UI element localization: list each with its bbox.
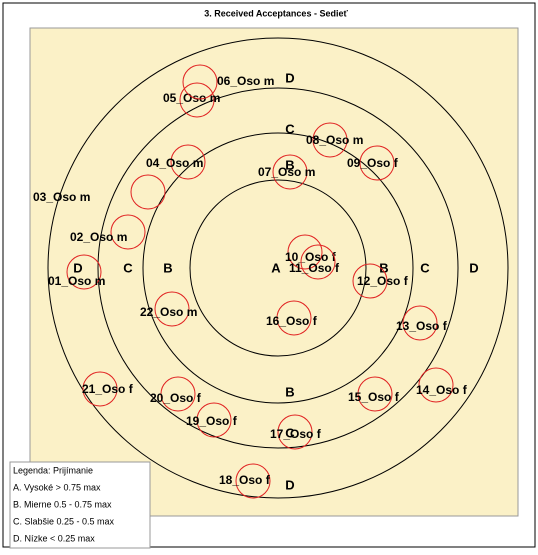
node-label: 04_Oso m (146, 156, 203, 170)
node-label: 06_Oso m (217, 74, 274, 88)
node: 12_Oso f (352, 263, 409, 299)
node-circle (300, 244, 336, 280)
ring (142, 132, 414, 404)
node-circle (196, 402, 232, 438)
zone-label: B (285, 157, 294, 172)
node-circle (82, 371, 118, 407)
node: 19_Oso f (186, 402, 238, 438)
node: 13_Oso f (396, 305, 448, 341)
ring (189, 179, 367, 357)
node: 22_Oso m (140, 291, 197, 327)
title: 3. Received Acceptances - Sedieť (204, 8, 348, 18)
node-label: 10_Oso f (285, 250, 337, 264)
zone-label: C (285, 425, 295, 440)
node: 06_Oso m (182, 64, 274, 100)
node: 10_Oso f (285, 234, 337, 270)
zone-label: D (469, 260, 478, 275)
node: 02_Oso m (70, 214, 146, 250)
node: 14_Oso f (416, 367, 468, 403)
node-circle (272, 154, 308, 190)
node-label: 15_Oso f (348, 390, 400, 404)
zone-labels: A B B B B C C C C D D D D (73, 70, 478, 492)
zone-label: D (285, 477, 294, 492)
node: 18_Oso f (219, 463, 271, 499)
zone-label: B (163, 260, 172, 275)
node: 01_Oso m (48, 254, 105, 290)
node-circle (352, 263, 388, 299)
node-circle (418, 367, 454, 403)
nodes: 01_Oso m 02_Oso m 03_Oso m 04_Oso m 05_Oso m… (33, 64, 468, 499)
node-label: 05_Oso m (163, 91, 220, 105)
zone-label: A (271, 260, 281, 275)
zone-label: C (420, 260, 430, 275)
node-label: 22_Oso m (140, 305, 197, 319)
node: 05_Oso m (163, 82, 220, 118)
node-label: 01_Oso m (48, 274, 105, 288)
ring (97, 87, 459, 449)
node-label: 03_Oso m (33, 190, 90, 204)
node: 07_Oso m (258, 154, 315, 190)
legend-item: C. Slabšie 0.25 - 0.5 max (13, 516, 115, 526)
node-circle (359, 145, 395, 181)
node-label: 16_Oso f (266, 314, 318, 328)
node-circle (160, 376, 196, 412)
node: 16_Oso f (266, 300, 318, 336)
node-circle (170, 144, 206, 180)
node-label: 17_Oso f (270, 427, 322, 441)
legend-box (9, 461, 151, 549)
node-circle (154, 291, 190, 327)
node-label: 09_Oso f (347, 156, 399, 170)
node-label: 19_Oso f (186, 414, 238, 428)
legend-item: D. Nízke < 0.25 max (13, 533, 95, 543)
legend: Legenda: Prijímanie A. Vysoké > 0.75 max… (9, 461, 151, 549)
node-label: 08_Oso m (306, 133, 363, 147)
zone-label: D (73, 260, 82, 275)
node-label: 21_Oso f (82, 382, 134, 396)
node-label: 20_Oso f (150, 391, 202, 405)
zone-label: C (285, 121, 295, 136)
node: 03_Oso m (33, 174, 166, 210)
node-circle (402, 305, 438, 341)
node-circle (357, 376, 393, 412)
node-circle (277, 414, 313, 450)
node-label: 18_Oso f (219, 473, 271, 487)
zone-label: B (285, 384, 294, 399)
node: 11_Oso f (289, 244, 340, 280)
node-circle (130, 174, 166, 210)
legend-title: Legenda: Prijímanie (13, 465, 93, 475)
node-circle (235, 463, 271, 499)
node: 17_Oso f (270, 414, 322, 450)
ring (47, 37, 509, 499)
node-circle (110, 214, 146, 250)
node: 15_Oso f (348, 376, 400, 412)
node-label: 14_Oso f (416, 383, 468, 397)
legend-item: B. Mierne 0.5 - 0.75 max (13, 499, 112, 509)
node-label: 07_Oso m (258, 165, 315, 179)
zone-label: B (379, 260, 388, 275)
node-circle (179, 82, 215, 118)
zone-label: D (285, 70, 294, 85)
rings (47, 37, 509, 499)
node: 08_Oso m (306, 122, 363, 158)
node-circle (276, 300, 312, 336)
node-label: 13_Oso f (396, 319, 448, 333)
node: 20_Oso f (150, 376, 202, 412)
node: 04_Oso m (146, 144, 206, 180)
legend-item: A. Vysoké > 0.75 max (13, 482, 101, 492)
node-label: 11_Oso f (289, 261, 340, 275)
node: 21_Oso f (82, 371, 134, 407)
node-circle (287, 234, 323, 270)
node-label: 02_Oso m (70, 230, 127, 244)
node: 09_Oso f (347, 145, 399, 181)
zone-label: C (123, 260, 133, 275)
node-circle (66, 254, 102, 290)
node-circle (182, 64, 218, 100)
node-label: 12_Oso f (357, 274, 409, 288)
node-circle (312, 122, 348, 158)
